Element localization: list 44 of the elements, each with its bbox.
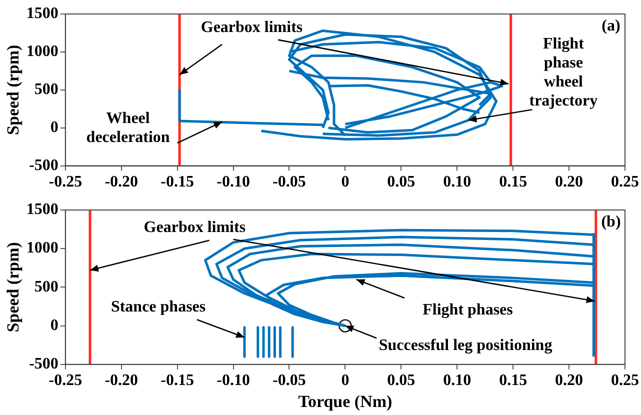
x-tick-label: 0.15: [499, 174, 528, 191]
x-tick-label: 0.20: [555, 174, 584, 191]
y-tick-label: 500: [34, 278, 58, 296]
x-tick-label: -0.20: [104, 174, 138, 191]
x-tick-label: -0.25: [48, 372, 82, 390]
x-axis-title: Torque (Nm): [298, 392, 392, 412]
x-tick-label: -0.05: [272, 372, 306, 390]
x-tick-label: 0.10: [443, 372, 472, 390]
annotation: Stance phases: [110, 298, 206, 316]
x-tick-label: -0.10: [216, 174, 250, 191]
y-tick-label: 0: [50, 118, 58, 136]
y-tick-label: 1500: [26, 5, 58, 22]
annotation: Gearbox limits: [200, 18, 303, 36]
x-tick-label: 0.15: [499, 372, 528, 390]
annotation: (a): [602, 17, 620, 34]
x-tick-label: -0.05: [272, 174, 306, 191]
annotation: Flight phase wheel trajectory: [529, 36, 598, 110]
y-axis-title: Speed (rpm): [4, 44, 23, 135]
annotation: Successful leg positioning: [378, 337, 552, 354]
x-tick-label: -0.25: [48, 174, 82, 191]
x-tick-label: 0: [341, 372, 350, 390]
x-tick-label: 0.05: [387, 174, 416, 191]
x-tick-label: 0.25: [611, 174, 639, 191]
x-tick-label: -0.20: [104, 372, 138, 390]
y-tick-label: 0: [50, 316, 58, 334]
x-tick-label: 0.10: [443, 174, 472, 191]
annotation: Gearbox limits: [144, 218, 246, 236]
y-tick-label: 1500: [26, 201, 58, 218]
x-tick-label: 0.05: [387, 372, 416, 390]
y-tick-label: -500: [29, 356, 58, 373]
x-tick-label: 0: [341, 174, 350, 191]
x-tick-label: 0.20: [555, 372, 584, 390]
y-tick-label: 1000: [26, 240, 58, 257]
y-tick-label: 1000: [26, 43, 58, 60]
annotation: Flight phases: [422, 302, 513, 318]
annotation: (b): [601, 213, 621, 230]
y-tick-label: 500: [34, 81, 58, 98]
annotation: Wheel deceleration: [86, 110, 170, 146]
x-tick-label: -0.10: [216, 372, 250, 390]
x-tick-label: 0.25: [611, 372, 639, 390]
y-tick-label: -500: [29, 156, 58, 174]
x-tick-label: -0.15: [160, 372, 194, 390]
y-axis-title: Speed (rpm): [4, 242, 23, 332]
x-tick-label: -0.15: [160, 174, 194, 191]
